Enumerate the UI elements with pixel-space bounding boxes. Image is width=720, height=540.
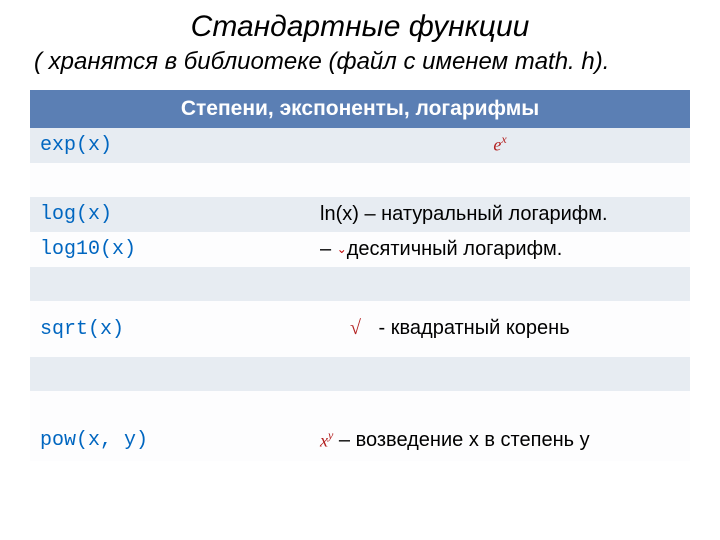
table-row: sqrt(x) √ - квадратный корень: [30, 301, 690, 357]
table-row-spacer: [30, 267, 690, 301]
desc-log10-prefix: –: [320, 238, 337, 260]
slide: Стандартные функции ( хранятся в библиот…: [0, 0, 720, 540]
formula-exp-sup: x: [501, 132, 506, 146]
code-log: log(x): [40, 203, 112, 226]
table-header-row: Степени, экспоненты, логарифмы: [30, 90, 690, 128]
table-row: exp(x) ex: [30, 128, 690, 163]
formula-pow-sup: y: [328, 428, 333, 442]
functions-table: Степени, экспоненты, логарифмы exp(x) ex…: [30, 90, 690, 461]
code-sqrt: sqrt(x): [40, 318, 124, 341]
slide-subtitle: ( хранятся в библиотеке (файл с именем m…: [30, 48, 690, 76]
desc-log10: десятичный логарифм.: [347, 238, 563, 260]
subtitle-text: хранятся в библиотеке (файл с именем mat…: [42, 48, 609, 75]
code-log10: log10(x): [40, 238, 136, 261]
formula-pow-base: x: [320, 430, 328, 450]
desc-log: ln(x) – натуральный логарифм.: [320, 203, 608, 225]
code-pow: pow(x, y): [40, 429, 148, 452]
formula-pow: xy: [320, 428, 333, 454]
table-row: log10(x) – ⌄десятичный логарифм.: [30, 232, 690, 267]
code-exp: exp(x): [40, 134, 112, 157]
desc-sqrt: - квадратный корень: [379, 317, 570, 339]
table-row-spacer: [30, 163, 690, 197]
desc-pow: – возведение x в степень y: [339, 429, 590, 451]
formula-exp: ex: [493, 132, 506, 158]
table-row-spacer: [30, 357, 690, 391]
slide-title: Стандартные функции: [30, 10, 690, 44]
table-row: log(x) ln(x) – натуральный логарифм.: [30, 197, 690, 232]
table-row: pow(x, y) xy – возведение x в степень y: [30, 391, 690, 461]
table-header: Степени, экспоненты, логарифмы: [30, 90, 690, 128]
subtitle-open-paren: (: [34, 48, 42, 75]
formula-sqrt-icon: √: [350, 316, 361, 341]
red-underline-icon: ⌄: [337, 242, 347, 256]
